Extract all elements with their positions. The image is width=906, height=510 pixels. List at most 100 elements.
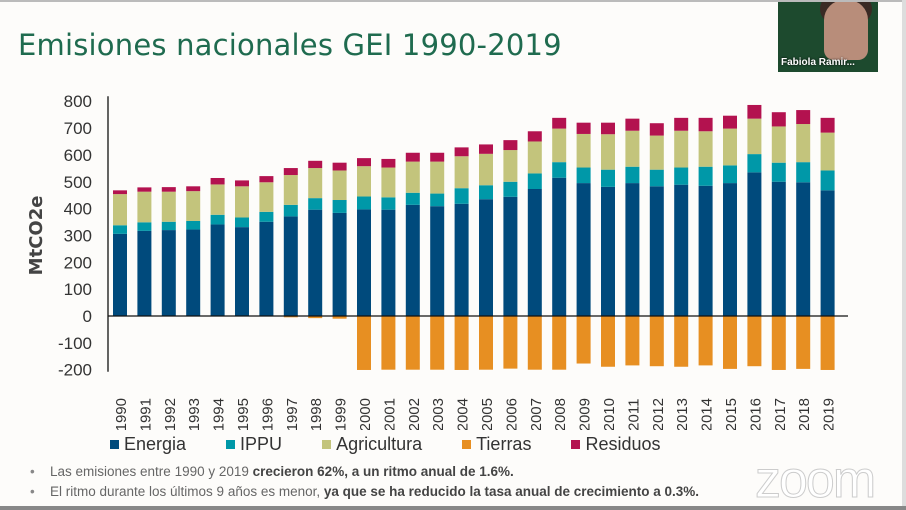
bar-segment-energia (576, 183, 591, 316)
x-tick-label: 2008 (552, 398, 569, 430)
y-tick-label: -100 (58, 334, 92, 353)
bar-segment-residuos (723, 115, 737, 129)
bar-segment-residuos (259, 176, 274, 183)
bar-segment-residuos (454, 147, 469, 157)
y-tick-label: 100 (64, 280, 92, 299)
x-tick-label: 2014 (699, 398, 716, 430)
bullet-bold-text: crecieron 62%, a un ritmo anual de 1.6%. (252, 464, 514, 479)
bar-segment-residuos (210, 177, 225, 185)
bar-segment-residuos (771, 112, 786, 127)
bar-segment-energia (186, 229, 201, 316)
bar-segment-ippu (479, 185, 493, 200)
x-tick-label: 1992 (162, 398, 179, 430)
bar-segment-tierras (405, 316, 420, 370)
bar-segment-agricultura (186, 191, 201, 221)
bar-segment-ippu (186, 220, 201, 230)
bar-segment-agricultura (527, 141, 542, 174)
bar-segment-agricultura (625, 130, 640, 167)
bar-segment-residuos (283, 168, 298, 176)
x-tick-label: 1998 (308, 398, 325, 430)
bar-segment-ippu (283, 204, 298, 217)
bar-segment-residuos (698, 117, 713, 132)
bar-segment-residuos (625, 118, 640, 131)
bar-segment-ippu (113, 225, 127, 234)
bar-segment-ippu (454, 188, 469, 204)
y-tick-label: -200 (58, 361, 92, 380)
bar-segment-energia (113, 233, 127, 316)
y-tick-label: 500 (64, 173, 92, 192)
bar-segment-tierras (552, 316, 567, 370)
legend-label: Tierras (476, 434, 532, 454)
bar-segment-agricultura (210, 184, 225, 215)
y-tick-label: 200 (64, 253, 92, 272)
bar-segment-energia (674, 184, 689, 316)
bar-segment-agricultura (552, 128, 567, 163)
bar-segment-energia (649, 186, 664, 316)
bar-segment-tierras (601, 316, 615, 367)
bar-segment-residuos (381, 158, 396, 168)
bar-segment-energia (357, 209, 371, 316)
bar-segment-ippu (405, 192, 420, 205)
bar-segment-agricultura (454, 156, 469, 189)
legend-item: Residuos (571, 434, 661, 455)
bar-segment-residuos (820, 117, 835, 133)
bar-segment-energia (527, 188, 542, 316)
bar-segment-tierras (308, 316, 323, 319)
bar-segment-energia (454, 203, 469, 316)
bullet-list: • Las emisiones entre 1990 y 2019 crecier… (30, 462, 699, 502)
participant-video-tile[interactable]: Fabiola Ramir... (778, 0, 878, 72)
bar-segment-energia (552, 177, 567, 316)
bar-segment-agricultura (649, 135, 664, 170)
bar-segment-residuos (430, 152, 445, 162)
bar-segment-energia (283, 216, 298, 316)
legend-item: IPPU (226, 434, 282, 455)
x-tick-label: 2002 (406, 398, 423, 430)
x-tick-label: 2019 (821, 398, 838, 430)
bar-segment-energia (479, 199, 493, 316)
bar-segment-agricultura (381, 167, 396, 198)
legend-label: IPPU (240, 434, 283, 454)
bar-segment-tierras (820, 316, 835, 370)
window-top-border (0, 0, 906, 2)
bar-segment-energia (771, 181, 786, 316)
chart-legend: Energia IPPU Agricultura Tierras Residuos (110, 434, 701, 455)
bar-segment-ippu (747, 154, 762, 173)
y-tick-label: 600 (64, 146, 92, 165)
bar-segment-agricultura (161, 191, 176, 222)
bar-segment-tierras (698, 316, 713, 366)
legend-swatch (322, 440, 332, 449)
bar-segment-residuos (308, 160, 323, 169)
bar-segment-energia (625, 183, 640, 316)
bar-segment-residuos (405, 152, 420, 162)
bar-segment-energia (747, 172, 762, 316)
legend-swatch (571, 440, 581, 449)
bar-segment-tierras (723, 316, 737, 369)
y-tick-label: 800 (64, 92, 92, 111)
x-tick-label: 1993 (186, 398, 203, 430)
bar-segment-tierras (430, 316, 445, 370)
legend-label: Agricultura (336, 434, 423, 454)
x-tick-label: 1991 (137, 398, 154, 430)
legend-label: Residuos (585, 434, 661, 454)
bar-segment-energia (381, 209, 396, 316)
bar-segment-ippu (332, 200, 347, 213)
bar-segment-agricultura (479, 153, 493, 186)
bar-segment-residuos (796, 110, 811, 125)
x-tick-label: 2007 (528, 398, 545, 430)
x-tick-label: 1997 (284, 398, 301, 430)
legend-label: Energia (124, 434, 187, 454)
legend-item: Tierras (462, 434, 531, 455)
bar-segment-tierras (479, 316, 493, 370)
bar-segment-residuos (186, 186, 201, 192)
bar-segment-agricultura (235, 186, 249, 218)
bar-segment-residuos (113, 190, 127, 195)
bar-segment-agricultura (503, 150, 518, 182)
bar-segment-tierras (625, 316, 640, 366)
bar-segment-agricultura (113, 194, 127, 226)
x-tick-label: 2006 (503, 398, 520, 430)
legend-item: Energia (110, 434, 186, 455)
bar-segment-agricultura (137, 191, 152, 223)
bar-segment-residuos (601, 122, 615, 135)
stacked-bar-chart: -200 -100 0 100 200 300 400 500 600 700 800 MtCO2e 1… (26, 92, 848, 430)
